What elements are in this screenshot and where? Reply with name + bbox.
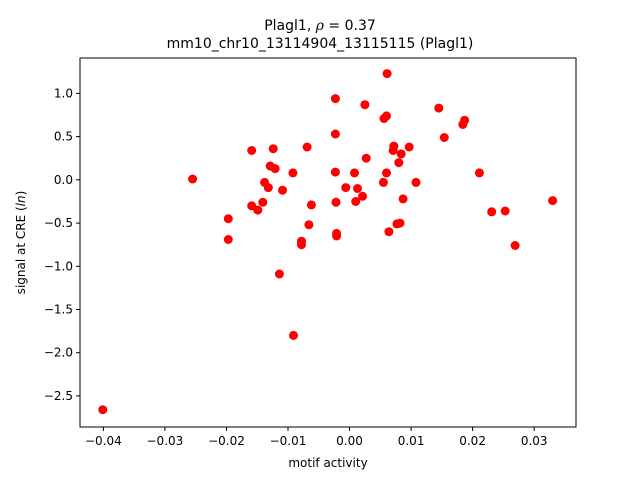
data-point-38: [382, 168, 391, 178]
data-point-0: [98, 405, 108, 415]
data-point-48: [404, 142, 414, 152]
data-point-34: [361, 153, 371, 163]
chart-title-line2: mm10_chr10_13114904_13115115 (Plagl1): [167, 36, 474, 52]
data-point-51: [439, 133, 449, 142]
title-rho-symbol: ρ: [315, 18, 325, 34]
data-point-27: [332, 231, 342, 241]
y-tick-label: 0.5: [54, 130, 73, 144]
x-tick-label: 0.02: [459, 434, 486, 448]
data-point-49: [411, 177, 421, 187]
data-point-45: [395, 218, 405, 228]
data-point-39: [382, 69, 392, 79]
data-point-14: [278, 185, 287, 195]
y-axis-label-variable: ln: [14, 195, 28, 206]
y-tick-label: −0.5: [44, 216, 73, 230]
data-point-57: [510, 241, 520, 250]
data-point-58: [548, 196, 558, 206]
data-point-35: [378, 177, 388, 187]
data-point-24: [330, 167, 340, 177]
y-tick-label: −1.5: [44, 303, 73, 317]
x-axis-label: motif activity: [288, 456, 367, 470]
y-tick-label: 0.0: [54, 173, 73, 187]
data-point-18: [297, 240, 306, 250]
data-point-2: [223, 214, 233, 224]
data-point-29: [350, 168, 359, 178]
data-point-32: [358, 191, 367, 201]
data-point-30: [351, 197, 361, 206]
data-point-28: [341, 183, 351, 193]
data-point-23: [330, 129, 340, 139]
data-point-19: [302, 142, 312, 152]
y-tick-label: 1.0: [54, 86, 73, 100]
data-point-4: [247, 146, 257, 155]
chart-title-line1: Plagl1, ρ = 0.37: [264, 18, 376, 34]
title-prefix: Plagl1,: [264, 18, 316, 34]
data-point-47: [398, 194, 408, 204]
data-point-50: [434, 103, 444, 113]
data-point-1: [188, 174, 198, 184]
y-tick-label: −2.0: [44, 346, 73, 360]
data-point-56: [500, 206, 510, 216]
y-tick-label: −2.5: [44, 389, 73, 403]
data-point-33: [360, 100, 370, 110]
y-axis-label-suffix: ): [14, 191, 28, 196]
x-axis-ticks: −0.04 −0.03 −0.02 −0.01 0.00 0.01 0.02 0.03: [85, 427, 548, 448]
y-axis-ticks: −2.5 −2.0 −1.5 −1.0 −0.5 0.0 0.5 1.0: [44, 86, 80, 403]
data-point-25: [331, 197, 341, 207]
data-point-20: [304, 220, 314, 230]
x-tick-label: 0.01: [398, 434, 425, 448]
title-rho-value: = 0.37: [324, 18, 376, 34]
data-point-7: [258, 197, 268, 207]
data-point-13: [274, 269, 284, 279]
data-point-37: [382, 111, 391, 121]
data-point-3: [223, 235, 233, 244]
data-point-44: [394, 158, 404, 168]
data-point-12: [270, 164, 280, 174]
data-point-22: [330, 94, 340, 104]
y-axis-label-prefix: signal at CRE (: [14, 206, 28, 294]
data-point-54: [474, 168, 484, 178]
y-tick-label: −1.0: [44, 259, 73, 273]
x-tick-label: 0.00: [336, 434, 363, 448]
y-axis-label: signal at CRE (ln): [14, 191, 28, 295]
data-point-6: [253, 205, 263, 215]
data-point-46: [396, 149, 406, 159]
plot-frame: [79, 57, 577, 428]
data-point-42: [389, 141, 399, 151]
data-point-11: [268, 144, 278, 154]
data-point-21: [306, 200, 316, 210]
x-tick-label: −0.01: [270, 434, 307, 448]
data-point-40: [384, 227, 394, 237]
points-layer: [98, 69, 558, 415]
x-tick-label: 0.03: [521, 434, 548, 448]
data-point-16: [289, 330, 298, 340]
data-point-15: [288, 168, 298, 178]
x-tick-label: −0.02: [208, 434, 245, 448]
x-tick-label: −0.04: [85, 434, 122, 448]
data-point-53: [460, 115, 470, 125]
data-point-31: [353, 184, 362, 193]
x-tick-label: −0.03: [147, 434, 184, 448]
data-point-55: [487, 207, 497, 217]
data-point-9: [263, 183, 273, 193]
